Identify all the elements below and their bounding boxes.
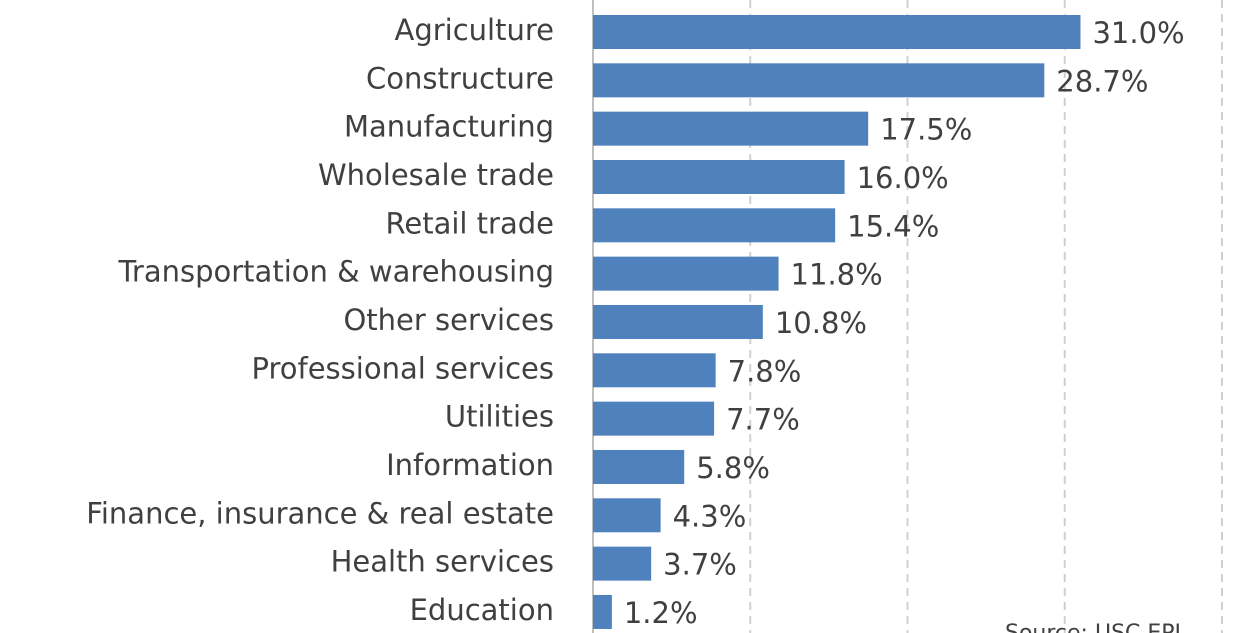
y-tick-label: Agriculture	[395, 13, 555, 47]
data-label: 1.2%	[624, 596, 698, 630]
y-tick-label: Constructure	[366, 61, 554, 95]
y-tick-label: Transportation & warehousing	[117, 255, 554, 289]
bar	[593, 15, 1081, 49]
data-label: 17.5%	[880, 113, 972, 147]
source-note: Source: USC EPI	[1005, 621, 1181, 633]
y-tick-label: Education	[410, 593, 554, 627]
data-label: 15.4%	[847, 209, 939, 243]
bar	[593, 304, 763, 339]
y-tick-label: Manufacturing	[344, 110, 554, 144]
bar	[593, 111, 869, 146]
bar	[593, 594, 612, 629]
data-label: 31.0%	[1092, 16, 1184, 50]
bar	[593, 401, 715, 436]
bar	[593, 498, 661, 533]
y-tick-label: Professional services	[252, 351, 555, 385]
y-tick-label: Utilities	[445, 400, 554, 434]
bar	[593, 159, 845, 194]
bar	[593, 208, 836, 243]
data-label: 16.0%	[857, 161, 949, 195]
bar	[593, 449, 685, 484]
y-tick-label: Finance, insurance & real estate	[86, 496, 554, 530]
data-label: 4.3%	[673, 499, 747, 533]
bar	[593, 256, 779, 291]
bar	[593, 63, 1045, 98]
bar	[593, 353, 716, 388]
y-tick-label: Retail trade	[386, 206, 554, 240]
y-tick-label: Other services	[343, 303, 554, 337]
data-label: 7.8%	[728, 354, 802, 388]
y-tick-label: Health services	[331, 545, 554, 579]
data-label: 10.8%	[775, 306, 867, 340]
data-label: 5.8%	[696, 451, 770, 485]
data-label: 7.7%	[726, 403, 800, 437]
data-label: 11.8%	[791, 258, 883, 292]
y-tick-label: Wholesale trade	[318, 158, 554, 192]
y-tick-label: Information	[386, 448, 554, 482]
bar	[593, 546, 652, 581]
data-label: 3.7%	[663, 548, 737, 582]
data-label: 28.7%	[1056, 64, 1148, 98]
